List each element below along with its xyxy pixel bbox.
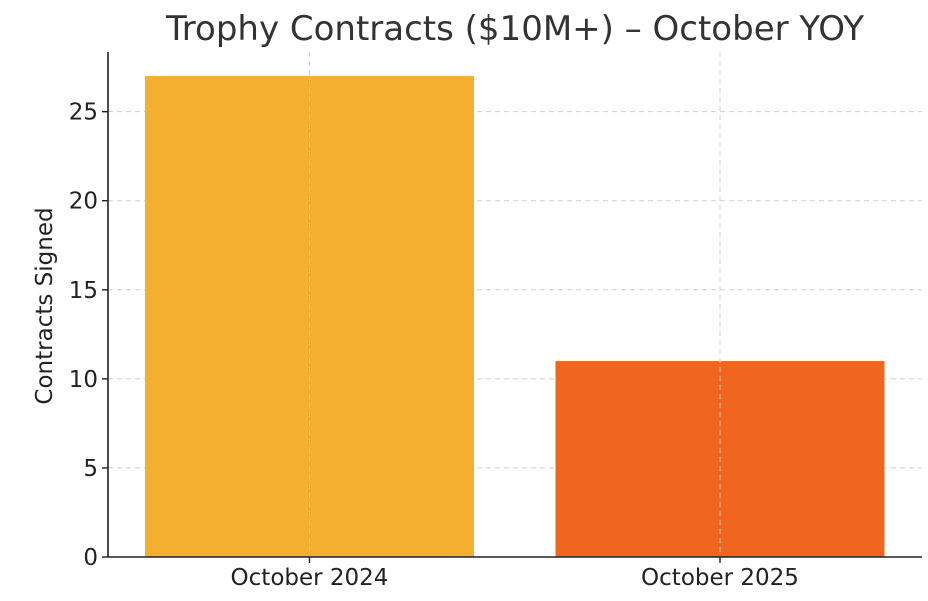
axes bbox=[107, 52, 922, 558]
vertical-gridlines bbox=[309, 52, 721, 557]
y-tick-label: 20 bbox=[69, 189, 98, 215]
y-tick-label: 0 bbox=[83, 545, 98, 571]
x-tick-label: October 2025 bbox=[641, 565, 799, 591]
bars bbox=[145, 76, 885, 558]
y-tick-label: 25 bbox=[69, 100, 98, 126]
chart-title: Trophy Contracts ($10M+) – October YOY bbox=[165, 9, 864, 49]
y-tick-label: 15 bbox=[69, 278, 98, 304]
tick-labels: 0 5 10 15 20 25 October 2024 October 2025 bbox=[69, 100, 799, 591]
x-tick-label: October 2024 bbox=[231, 565, 389, 591]
y-axis-label: Contracts Signed bbox=[32, 207, 58, 404]
y-tick-label: 10 bbox=[69, 367, 98, 393]
y-tick-label: 5 bbox=[83, 456, 98, 482]
